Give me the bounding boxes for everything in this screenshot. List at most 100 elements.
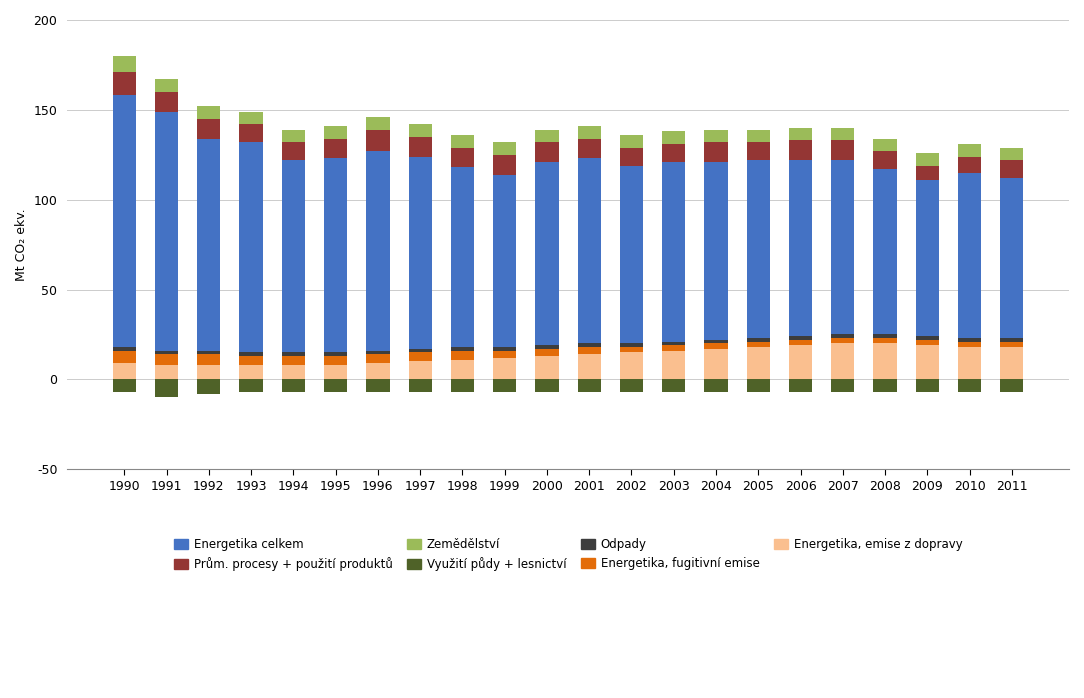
Bar (1001, 379, 1023, 392)
Bar (451, 168, 474, 347)
Bar (324, 352, 347, 356)
Bar (493, 379, 516, 392)
Bar (662, 379, 685, 392)
Legend: Energetika celkem, Prům. procesy + použití produktů, Zemědělství, Využití půdy +: Energetika celkem, Prům. procesy + použi… (173, 538, 963, 571)
Bar (324, 379, 347, 392)
Bar (240, 112, 262, 124)
Bar (831, 338, 854, 343)
Bar (155, 112, 178, 350)
Bar (197, 354, 220, 365)
Bar (493, 155, 516, 174)
Bar (240, 142, 262, 352)
Bar (366, 354, 389, 363)
Bar (451, 135, 474, 147)
Bar (916, 346, 939, 379)
Bar (197, 365, 220, 379)
Bar (451, 347, 474, 350)
Bar (493, 174, 516, 347)
Bar (916, 336, 939, 340)
Bar (409, 156, 431, 349)
Bar (620, 379, 643, 392)
Bar (916, 379, 939, 392)
Bar (451, 359, 474, 379)
Y-axis label: Mt CO₂ ekv.: Mt CO₂ ekv. (15, 208, 28, 281)
Bar (535, 346, 558, 349)
Bar (240, 352, 262, 356)
Bar (155, 92, 178, 112)
Bar (1001, 341, 1023, 347)
Bar (535, 142, 558, 162)
Bar (789, 336, 812, 340)
Bar (578, 354, 601, 379)
Bar (409, 379, 431, 392)
Bar (197, 119, 220, 139)
Bar (535, 379, 558, 392)
Bar (240, 124, 262, 142)
Bar (197, 106, 220, 119)
Bar (874, 343, 896, 379)
Bar (916, 180, 939, 336)
Bar (1001, 147, 1023, 160)
Bar (197, 379, 220, 394)
Bar (493, 350, 516, 358)
Bar (747, 347, 770, 379)
Bar (831, 379, 854, 392)
Bar (113, 350, 136, 363)
Bar (705, 340, 727, 343)
Bar (535, 349, 558, 356)
Bar (958, 379, 981, 392)
Bar (324, 158, 347, 352)
Bar (578, 126, 601, 139)
Bar (113, 72, 136, 96)
Bar (1001, 338, 1023, 341)
Bar (662, 131, 685, 144)
Bar (493, 142, 516, 155)
Bar (113, 363, 136, 379)
Bar (155, 80, 178, 92)
Bar (620, 347, 643, 352)
Bar (578, 343, 601, 347)
Bar (958, 341, 981, 347)
Bar (493, 347, 516, 350)
Bar (705, 349, 727, 379)
Bar (366, 130, 389, 151)
Bar (1001, 178, 1023, 338)
Bar (916, 153, 939, 165)
Bar (451, 350, 474, 359)
Bar (197, 139, 220, 350)
Bar (874, 151, 896, 169)
Bar (789, 140, 812, 160)
Bar (958, 156, 981, 172)
Bar (324, 126, 347, 139)
Bar (789, 128, 812, 140)
Bar (409, 124, 431, 137)
Bar (282, 379, 305, 392)
Bar (282, 130, 305, 142)
Bar (662, 341, 685, 346)
Bar (409, 352, 431, 362)
Bar (747, 130, 770, 142)
Bar (747, 142, 770, 160)
Bar (831, 140, 854, 160)
Bar (789, 160, 812, 336)
Bar (747, 379, 770, 392)
Bar (747, 160, 770, 338)
Bar (282, 142, 305, 160)
Bar (789, 346, 812, 379)
Bar (747, 341, 770, 347)
Bar (493, 358, 516, 379)
Bar (874, 334, 896, 338)
Bar (662, 144, 685, 162)
Bar (705, 142, 727, 162)
Bar (197, 350, 220, 354)
Bar (155, 354, 178, 365)
Bar (831, 343, 854, 379)
Bar (155, 350, 178, 354)
Bar (113, 379, 136, 392)
Bar (324, 139, 347, 158)
Bar (324, 356, 347, 365)
Bar (113, 96, 136, 347)
Bar (578, 139, 601, 158)
Bar (620, 352, 643, 379)
Bar (578, 379, 601, 392)
